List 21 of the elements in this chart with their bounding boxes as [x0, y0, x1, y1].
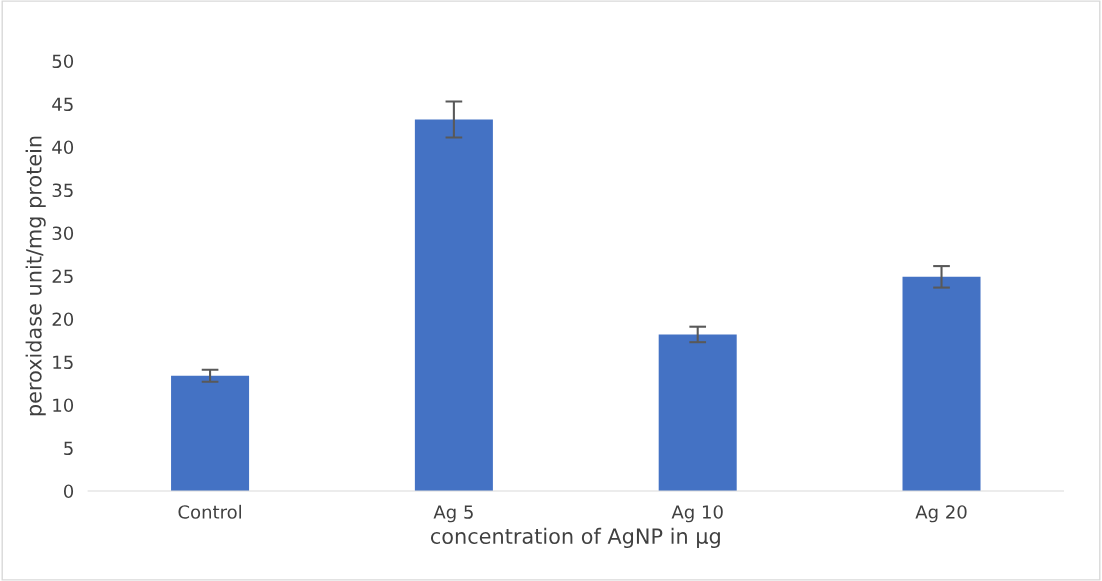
y-tick-label: 30 [52, 226, 74, 241]
x-tick-label: Ag 10 [671, 505, 723, 523]
y-axis-title: peroxidase unit/mg protein [25, 136, 46, 416]
y-tick-label: 5 [64, 441, 73, 456]
x-tick-label: Control [178, 504, 241, 519]
bar [171, 375, 250, 491]
y-tick-label: 40 [52, 140, 74, 155]
y-tick-label: 45 [52, 97, 73, 112]
y-tick-label: 10 [53, 398, 74, 413]
y-tick-label: 15 [53, 355, 73, 370]
x-axis-title: concentration of AgNP in µg [430, 527, 720, 549]
y-tick-label: 20 [52, 312, 74, 327]
y-tick-label: 25 [52, 269, 73, 284]
bar [414, 119, 493, 491]
bar [902, 276, 981, 491]
y-tick-label: 50 [52, 54, 74, 69]
y-tick-label: 35 [52, 183, 73, 198]
bar [658, 334, 737, 491]
x-tick-label: Ag 5 [433, 505, 473, 523]
x-tick-label: Ag 20 [915, 505, 967, 523]
y-tick-label: 0 [63, 484, 74, 499]
